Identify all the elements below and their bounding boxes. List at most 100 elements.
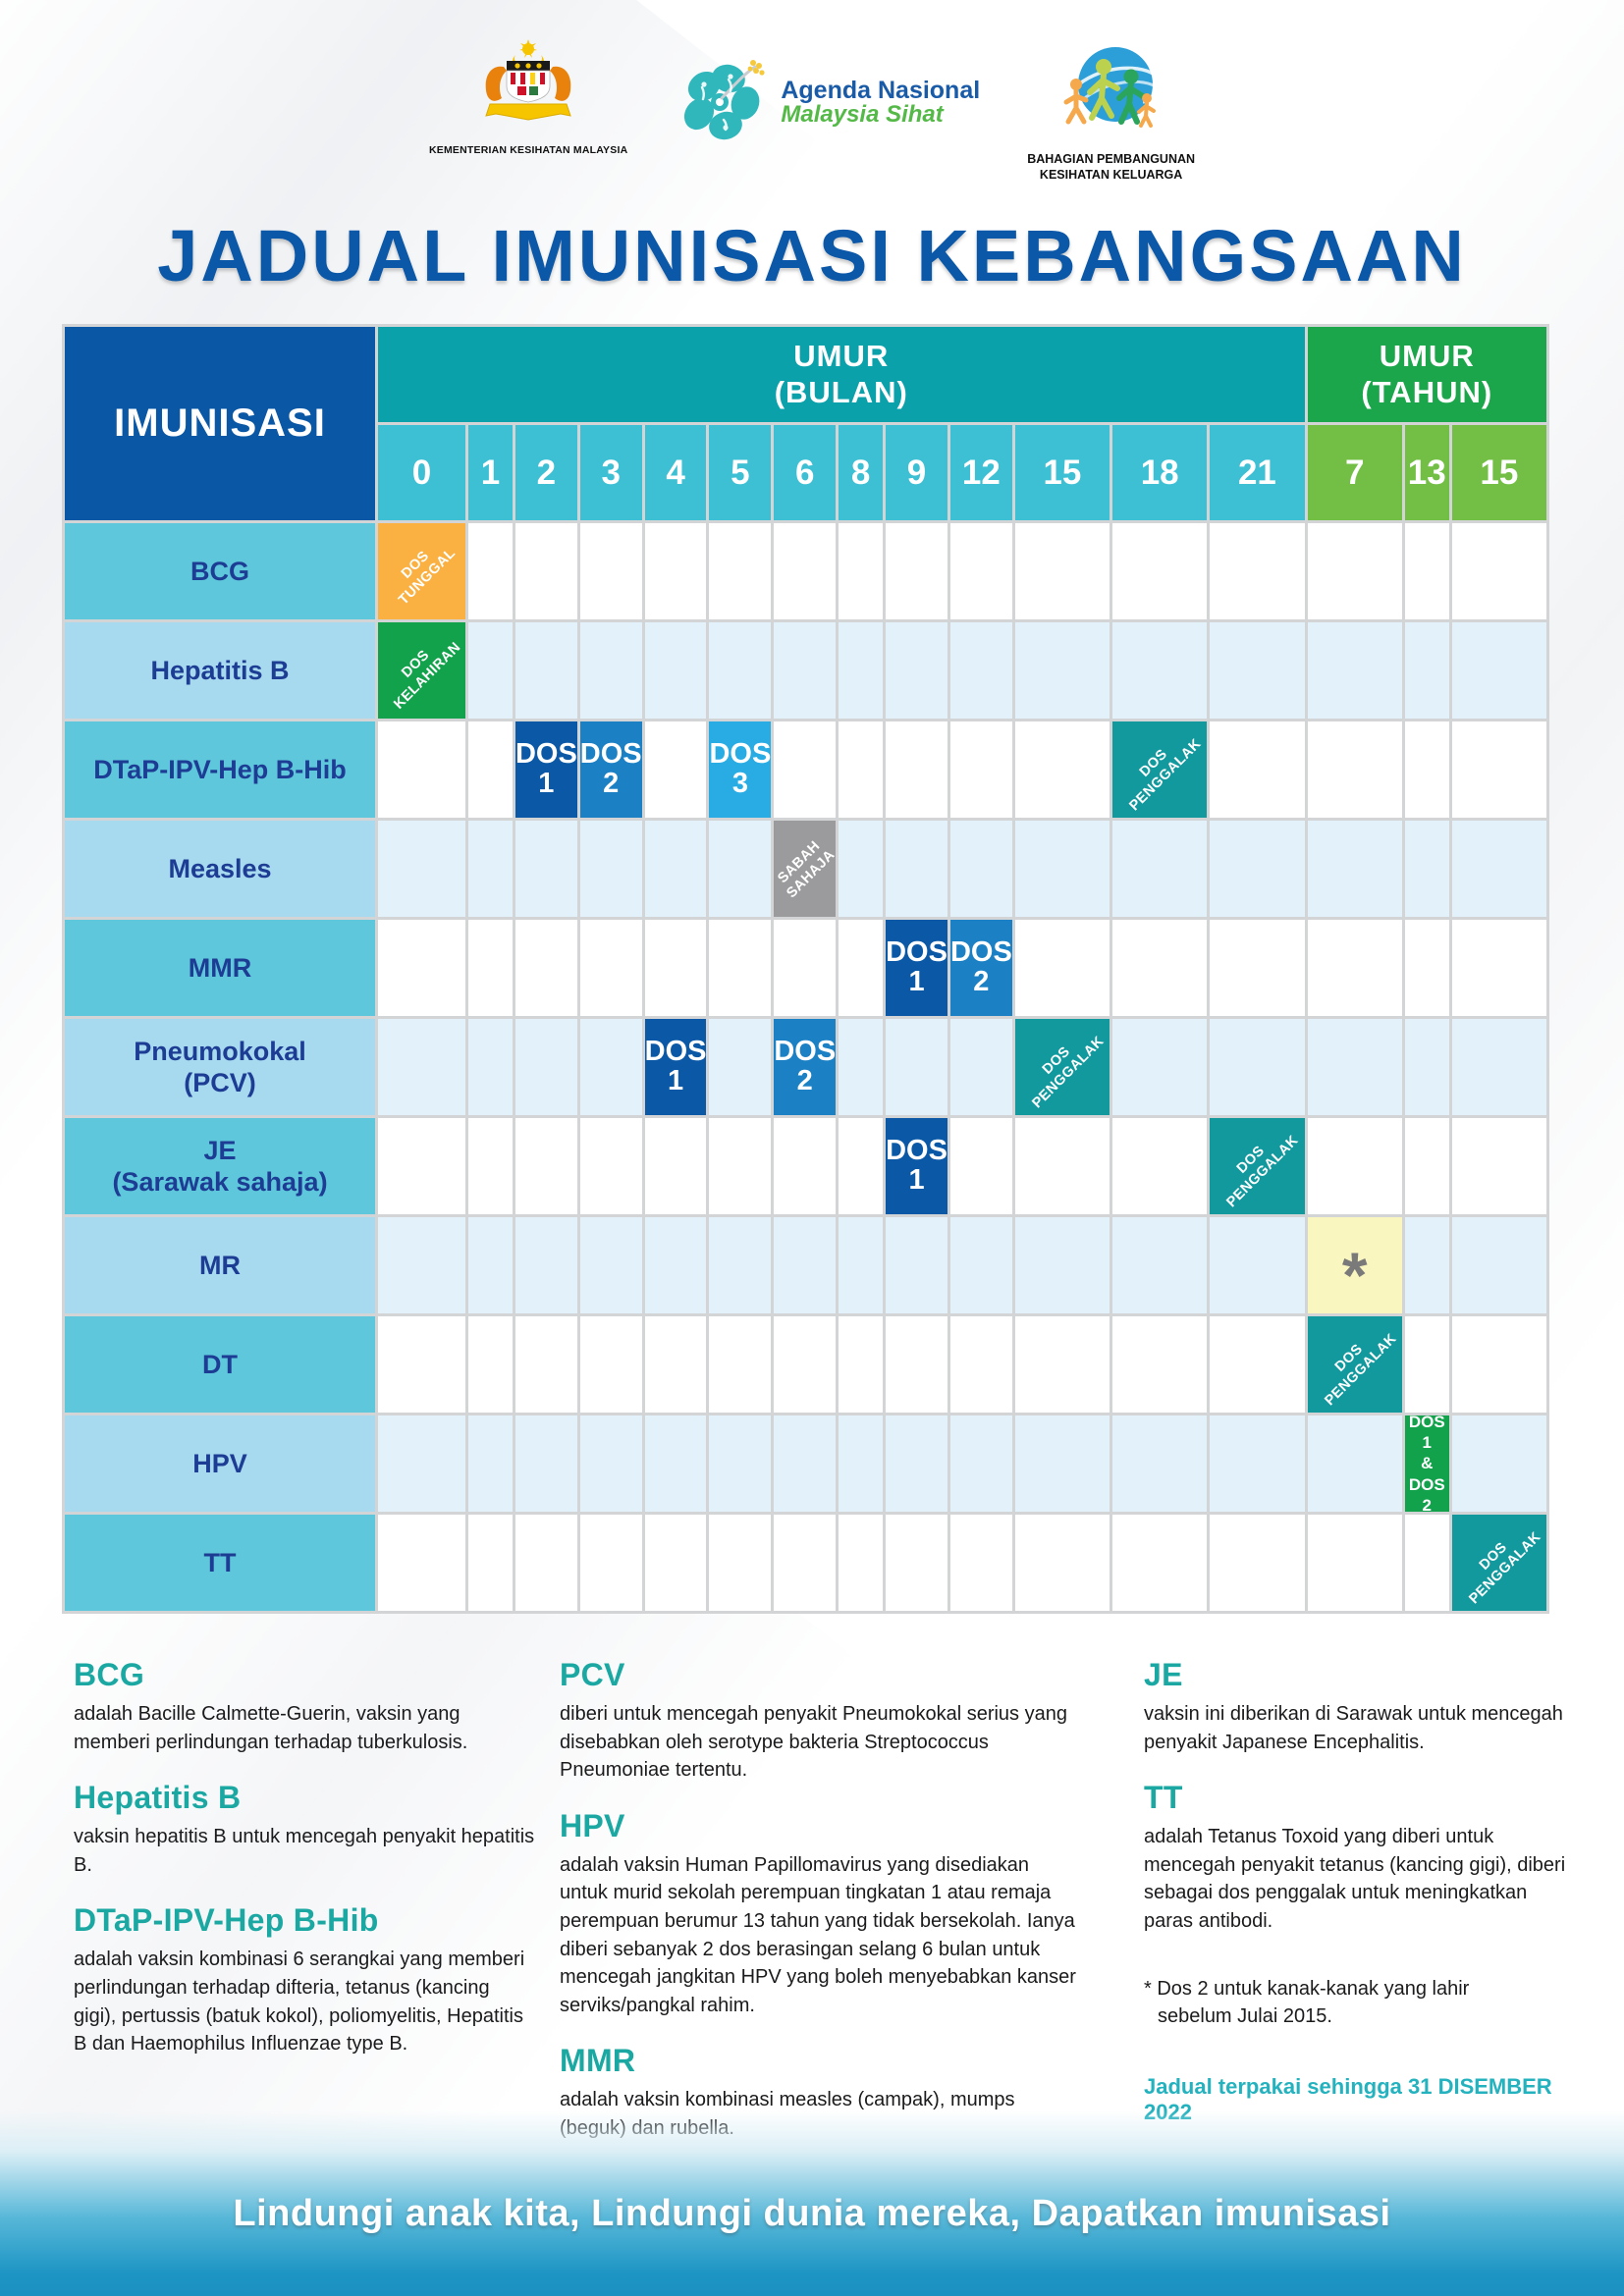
table-cell [1210, 622, 1305, 719]
table-cell [949, 821, 1012, 917]
age-column-bulan-9: 9 [886, 425, 947, 520]
table-cell [1112, 1515, 1208, 1611]
footer-column-1: BCG adalah Bacille Calmette-Guerin, vaks… [74, 1657, 535, 2082]
table-cell [1210, 1415, 1305, 1512]
table-cell [1112, 1316, 1208, 1413]
table-cell [1307, 1118, 1402, 1214]
table-cell [709, 1217, 772, 1313]
malaysia-coat-of-arms-icon [466, 37, 590, 140]
table-cell [839, 721, 884, 818]
footnote-line1: * Dos 2 untuk kanak-kanak yang lahir [1144, 1977, 1470, 2000]
table-cell [1014, 1217, 1110, 1313]
table-cell [774, 523, 837, 619]
vaccine-info-heading: MMR [560, 2043, 636, 2079]
table-cell [1014, 523, 1110, 619]
table-cell [1014, 1316, 1110, 1413]
malaysia-sihat-text: Malaysia Sihat [781, 101, 944, 129]
table-cell [1210, 821, 1305, 917]
table-cell [1307, 821, 1402, 917]
table-cell [1112, 920, 1208, 1016]
table-cell [514, 523, 577, 619]
table-cell [378, 1217, 465, 1313]
table-cell [839, 622, 884, 719]
table-cell [709, 622, 772, 719]
table-cell [709, 1316, 772, 1413]
table-cell [378, 1118, 465, 1214]
bottom-banner: Lindungi anak kita, Lindungi dunia merek… [0, 2110, 1624, 2296]
table-cell [579, 920, 642, 1016]
table-cell [579, 1316, 642, 1413]
age-column-bulan-21: 21 [1210, 425, 1305, 520]
mark-sabah-sahaja-measles: SABAH SAHAJA [774, 821, 838, 917]
age-group-header-tahun: UMUR (TAHUN) [1307, 327, 1546, 422]
table-cell [886, 721, 947, 818]
moh-logo-block: KEMENTERIAN KESIHATAN MALAYSIA [429, 37, 627, 156]
table-cell [644, 523, 707, 619]
table-cell [1112, 821, 1208, 917]
mark-hpv-dos-hpv: DOS 1 & DOS 2 [1404, 1413, 1449, 1515]
table-cell [1210, 721, 1305, 818]
mark-mr-note-mr: * [1307, 1217, 1402, 1313]
table-cell [644, 1118, 707, 1214]
table-cell [774, 1316, 837, 1413]
vaccine-info-bcg: BCG adalah Bacille Calmette-Guerin, vaks… [74, 1657, 535, 1756]
table-cell [949, 523, 1012, 619]
age-column-tahun-15: 15 [1451, 425, 1546, 520]
vaccine-info-heading: BCG [74, 1657, 145, 1692]
table-cell [514, 821, 577, 917]
vaccine-info-heading: PCV [560, 1657, 625, 1692]
vaccine-info-pcv: PCV diberi untuk mencegah penyakit Pneum… [560, 1657, 1080, 1785]
table-cell [709, 1118, 772, 1214]
table-cell [514, 1019, 577, 1115]
footer-column-2: PCV diberi untuk mencegah penyakit Pneum… [560, 1657, 1080, 2166]
footnote-line2: sebelum Julai 2015. [1158, 2005, 1332, 2028]
table-cell [579, 622, 642, 719]
table-cell [1307, 721, 1402, 818]
table-cell [1451, 523, 1546, 619]
table-cell [886, 1316, 947, 1413]
table-cell [644, 622, 707, 719]
table-cell [949, 1316, 1012, 1413]
table-cell [1451, 1316, 1546, 1413]
table-cell [886, 523, 947, 619]
table-cell [579, 1019, 642, 1115]
table-cell [1014, 1515, 1110, 1611]
mark-dos-2-dtap-ipv-hep-b-hib: DOS 2 [579, 721, 642, 818]
table-cell [774, 920, 837, 1016]
row-label-dtap-ipv-hep-b-hib: DTaP-IPV-Hep B-Hib [65, 721, 375, 818]
table-cell [378, 920, 465, 1016]
page-title: JADUAL IMUNISASI KEBANGSAAN [157, 215, 1467, 296]
table-cell [1451, 1415, 1546, 1512]
table-cell [774, 1217, 837, 1313]
table-cell [1210, 1316, 1305, 1413]
table-cell [468, 1019, 513, 1115]
vaccine-info-body: adalah vaksin Human Papillomavirus yang … [560, 1853, 1076, 2016]
mark-dos-penggalak-dt: DOS PENGGALAK [1307, 1316, 1402, 1413]
table-cell [1404, 1316, 1449, 1413]
mark-dos-tunggal-bcg: DOS TUNGGAL [378, 523, 465, 619]
table-cell [1404, 1217, 1449, 1313]
table-cell [949, 721, 1012, 818]
table-cell [1451, 920, 1546, 1016]
table-cell [644, 1316, 707, 1413]
table-cell [886, 1019, 947, 1115]
mark-dos-2-pneumokokal: DOS 2 [774, 1019, 837, 1115]
table-cell [468, 523, 513, 619]
row-label-dt: DT [65, 1316, 375, 1413]
table-cell [839, 1515, 884, 1611]
age-column-bulan-0: 0 [378, 425, 465, 520]
vaccine-info-dtap: DTaP-IPV-Hep B-Hib adalah vaksin kombina… [74, 1902, 535, 2057]
bpkk-caption-line1: BAHAGIAN PEMBANGUNAN [1027, 152, 1196, 166]
table-cell [579, 1415, 642, 1512]
table-cell [1307, 523, 1402, 619]
table-cell [949, 1415, 1012, 1512]
table-cell [1307, 622, 1402, 719]
table-cell [1210, 1019, 1305, 1115]
table-cell [514, 1217, 577, 1313]
table-cell [709, 523, 772, 619]
table-cell [1404, 523, 1449, 619]
table-cell [1307, 1415, 1402, 1512]
table-cell [1014, 1415, 1110, 1512]
table-cell [1404, 920, 1449, 1016]
mark-dos-1-je: DOS 1 [886, 1118, 947, 1214]
